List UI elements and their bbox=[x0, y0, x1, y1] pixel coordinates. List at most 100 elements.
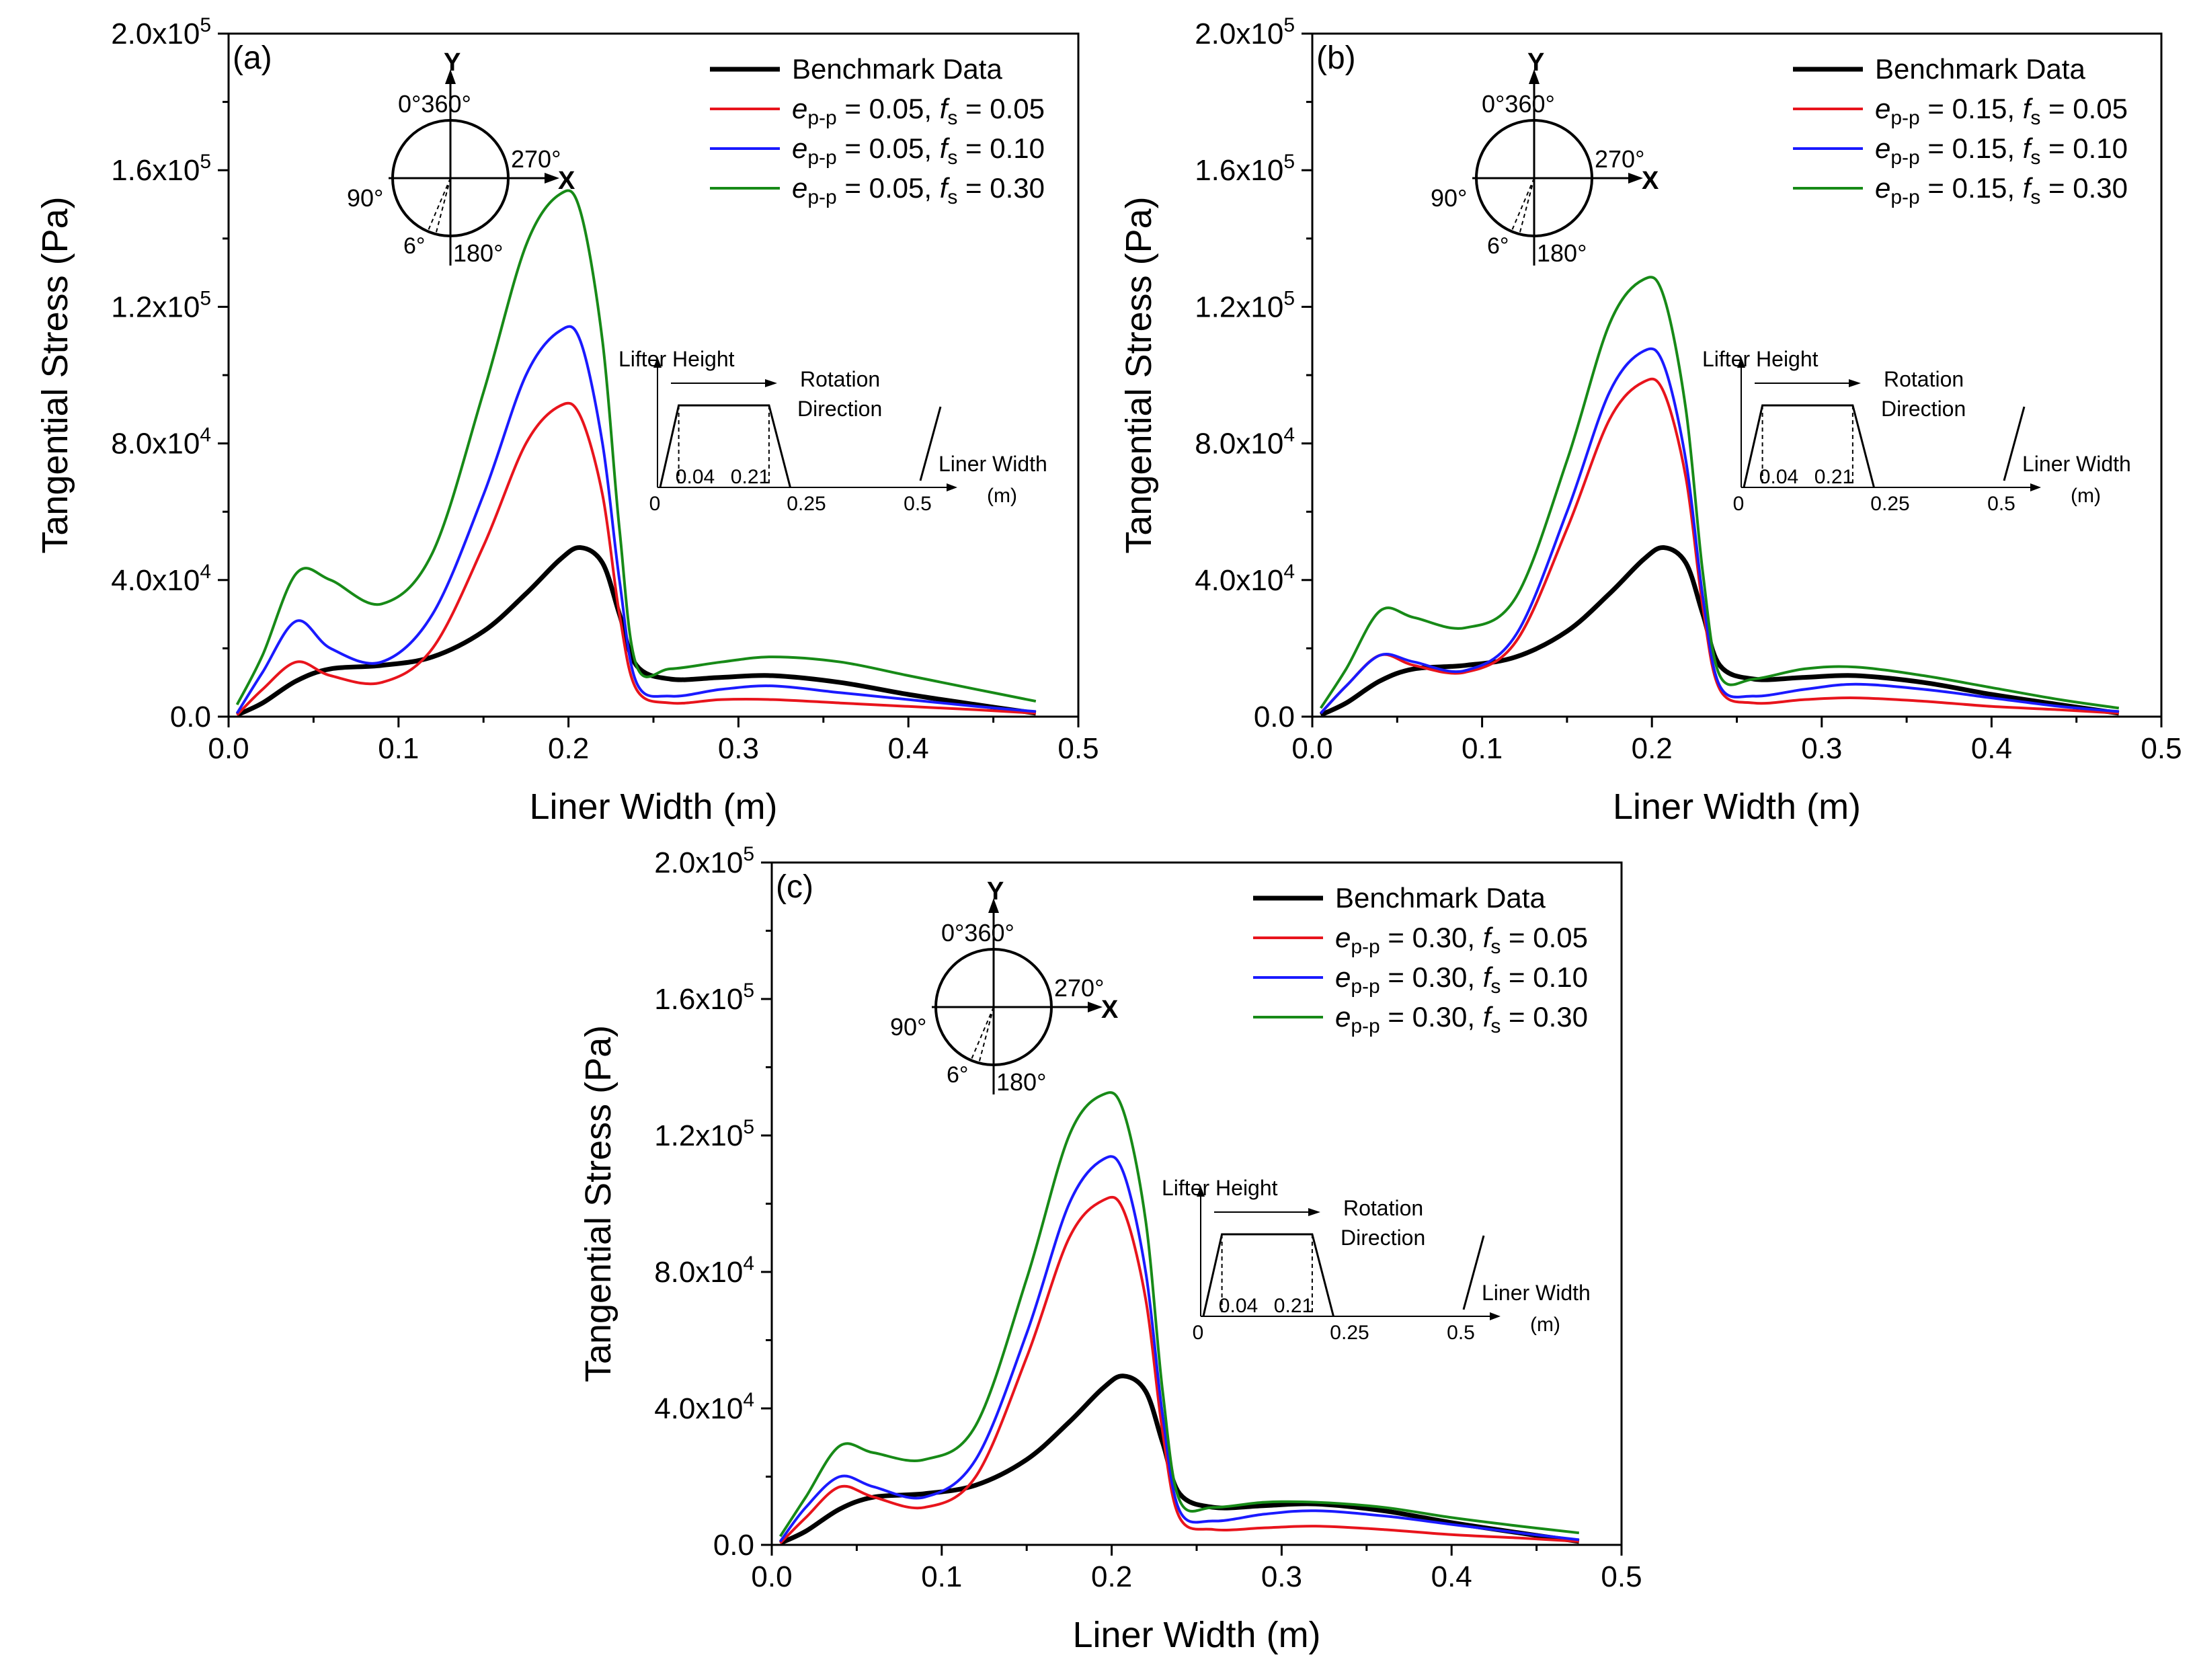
y-tick-label: 2.0x105 bbox=[1195, 14, 1295, 50]
y-tick-label: 8.0x104 bbox=[1195, 424, 1295, 461]
legend-separator: , bbox=[924, 132, 939, 164]
legend-label: Benchmark Data bbox=[1335, 882, 1546, 914]
legend-equals: = bbox=[1501, 922, 1533, 953]
lifter-tick-025: 0.25 bbox=[1330, 1322, 1369, 1344]
legend-label: Benchmark Data bbox=[792, 53, 1002, 85]
y-tick-label: 0.0 bbox=[713, 1529, 754, 1562]
x-tick-label: 0.0 bbox=[1291, 732, 1332, 765]
legend-e-subscript: p-p bbox=[1351, 975, 1380, 998]
plot-frame bbox=[1311, 32, 2163, 718]
rotation-label: Rotation bbox=[800, 367, 880, 391]
y-tick-mantissa: 1.6x10 bbox=[654, 983, 743, 1016]
angle-dashed-line bbox=[1519, 177, 1535, 235]
x-axis-letter: X bbox=[558, 167, 575, 195]
y-tick-exponent: 4 bbox=[1283, 424, 1295, 446]
legend-f-value: 0.05 bbox=[990, 93, 1045, 124]
y-tick-exponent: 4 bbox=[743, 1389, 754, 1411]
rotation-arrow-icon bbox=[1849, 379, 1861, 387]
legend-e-value: 0.05 bbox=[869, 172, 924, 204]
y-tick-label: 2.0x105 bbox=[111, 14, 211, 50]
legend-equals: = bbox=[1380, 1001, 1412, 1033]
y-axis-title: Tangential Stress (Pa) bbox=[578, 1025, 618, 1382]
y-tick-label: 4.0x104 bbox=[1195, 561, 1295, 597]
lifter-height-label: Lifter Height bbox=[1702, 347, 1819, 371]
legend-equals: = bbox=[837, 132, 869, 164]
series-line-2 bbox=[235, 325, 1036, 714]
legend-e-symbol: e bbox=[1335, 922, 1351, 953]
angle-label-bottom: 180° bbox=[453, 239, 503, 267]
plot-frame bbox=[227, 32, 1080, 718]
lifter-inset: Lifter Height Rotation Direction Liner Widt… bbox=[1162, 1176, 1591, 1344]
legend-e-value: 0.15 bbox=[1952, 132, 2007, 164]
liner-width-label: Liner Width bbox=[2022, 452, 2131, 476]
legend-f-value: 0.30 bbox=[1533, 1001, 1588, 1033]
angle-label-right: 270° bbox=[1595, 145, 1644, 173]
legend-e-symbol: e bbox=[1335, 961, 1351, 993]
y-tick-label: 1.2x105 bbox=[111, 287, 211, 323]
legend-f-value: 0.30 bbox=[2073, 172, 2128, 204]
angle-dashed-line bbox=[435, 177, 451, 235]
y-tick-exponent: 4 bbox=[1283, 561, 1295, 583]
legend-e-symbol: e bbox=[792, 93, 807, 124]
liner-width-unit: (m) bbox=[2071, 485, 2101, 507]
x-tick-label: 0.4 bbox=[888, 732, 929, 765]
legend-separator: , bbox=[2007, 93, 2022, 124]
legend-entry: Benchmark Data bbox=[1875, 53, 2085, 85]
legend-entry: ep-p = 0.05, fs = 0.10 bbox=[792, 132, 1045, 169]
series-line-2 bbox=[779, 1155, 1580, 1543]
legend-equals: = bbox=[957, 132, 990, 164]
y-tick-label: 1.2x105 bbox=[654, 1116, 754, 1152]
legend-entry: ep-p = 0.05, fs = 0.30 bbox=[792, 172, 1045, 208]
lifter-tick-025: 0.25 bbox=[787, 493, 826, 515]
liner-width-unit: (m) bbox=[1530, 1314, 1560, 1336]
y-arrow-icon bbox=[1529, 69, 1540, 84]
legend-equals: = bbox=[957, 172, 990, 204]
legend-equals: = bbox=[1920, 93, 1952, 124]
liner-width-label: Liner Width bbox=[938, 452, 1047, 476]
x-tick-label: 0.2 bbox=[548, 732, 589, 765]
x-tick-label: 0.1 bbox=[1462, 732, 1503, 765]
orientation-inset: Y X 0°360° 90° 270° 180° 6° bbox=[890, 877, 1119, 1096]
lifter-x-arrow-icon bbox=[1490, 1312, 1501, 1320]
angle-label-bottom: 180° bbox=[996, 1068, 1046, 1096]
series-line-2 bbox=[1320, 347, 2119, 715]
orientation-inset: Y X 0°360° 90° 270° 180° 6° bbox=[347, 48, 575, 267]
legend-f-value: 0.10 bbox=[990, 132, 1045, 164]
legend-f-subscript: s bbox=[2030, 186, 2040, 208]
lifter-y-arrow-icon bbox=[653, 357, 662, 368]
legend-f-subscript: s bbox=[947, 107, 957, 129]
lifter-tick-004: 0.04 bbox=[1219, 1295, 1258, 1317]
legend-f-subscript: s bbox=[947, 147, 957, 169]
rotation-arrow-icon bbox=[765, 379, 777, 387]
lifter-profile bbox=[1743, 404, 1875, 488]
lifter-y-arrow-icon bbox=[1737, 357, 1745, 368]
legend-e-symbol: e bbox=[1875, 93, 1890, 124]
y-arrow-icon bbox=[445, 69, 456, 84]
legend-entry: Benchmark Data bbox=[792, 53, 1002, 85]
chart-panel-2: 0.0 0.1 0.2 0.3 0.4 0.50.04.0x1048.0x1041.2x1… bbox=[1119, 14, 2182, 827]
y-axis-letter: Y bbox=[987, 877, 1004, 906]
legend-e-value: 0.05 bbox=[869, 132, 924, 164]
legend-separator: , bbox=[1467, 922, 1482, 953]
legend-equals: = bbox=[1501, 1001, 1533, 1033]
panel-label: (a) bbox=[233, 40, 272, 76]
lifter-profile bbox=[1202, 1233, 1334, 1317]
angle-label-right: 270° bbox=[1054, 974, 1104, 1002]
x-tick-label: 0.0 bbox=[208, 732, 249, 765]
direction-label: Direction bbox=[797, 397, 882, 421]
lifter-profile bbox=[659, 404, 791, 488]
x-tick-label: 0.3 bbox=[1261, 1560, 1302, 1593]
x-axis-letter: X bbox=[1642, 167, 1659, 195]
lifter-tick-05: 0.5 bbox=[1987, 493, 2015, 515]
angle-label-left: 90° bbox=[890, 1013, 926, 1041]
angle-dashed-line bbox=[970, 1006, 994, 1062]
legend-e-symbol: e bbox=[792, 132, 807, 164]
legend-f-value: 0.05 bbox=[2073, 93, 2128, 124]
benchmark-line bbox=[236, 545, 1037, 717]
y-tick-mantissa: 1.2x10 bbox=[654, 1119, 743, 1152]
legend-e-value: 0.30 bbox=[1412, 1001, 1468, 1033]
liner-end-line bbox=[919, 406, 942, 481]
benchmark-line bbox=[1320, 545, 2120, 717]
x-tick-label: 0.5 bbox=[1601, 1560, 1642, 1593]
x-arrow-icon bbox=[545, 173, 559, 184]
